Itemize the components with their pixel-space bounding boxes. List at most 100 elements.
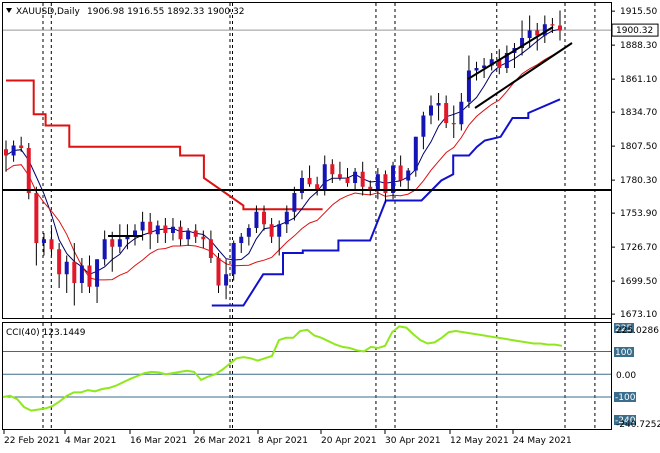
current-price-badge: 1900.32 [611, 23, 659, 37]
candle[interactable] [201, 230, 206, 249]
candle[interactable] [391, 161, 396, 200]
candle[interactable] [277, 220, 282, 256]
cci-upper-badge-text: 225 [615, 324, 632, 334]
candle[interactable] [421, 111, 426, 150]
cci-lower-badge-text: -240 [615, 416, 636, 426]
time-axis: 22 Feb 2021 4 Mar 2021 16 Mar 2021 26 Mar 2… [3, 430, 572, 446]
candle[interactable] [489, 53, 494, 71]
candle[interactable] [239, 233, 244, 253]
candle[interactable] [436, 93, 441, 121]
candle[interactable] [299, 170, 304, 200]
cci-label: CCI(40) 123.1449 [6, 328, 86, 338]
candle[interactable] [87, 255, 92, 294]
candle[interactable] [474, 61, 479, 81]
time-tick-label: 20 Apr 2021 [321, 436, 377, 446]
indicator-panel-frame [2, 322, 612, 430]
candle[interactable] [428, 95, 433, 125]
cci-line [2, 325, 563, 412]
candle[interactable] [322, 155, 327, 196]
candle[interactable] [345, 168, 350, 187]
candle[interactable] [406, 168, 411, 191]
candle[interactable] [140, 211, 145, 241]
price-tick-label: 1780.30 [620, 176, 657, 186]
price-tick-label: 1888.30 [620, 41, 657, 51]
symbol-timeframe-label: XAUUSD,Daily [16, 7, 80, 17]
candle[interactable] [444, 95, 449, 129]
candle[interactable] [49, 228, 54, 256]
candle[interactable] [520, 20, 525, 56]
candle[interactable] [527, 15, 532, 49]
candle[interactable] [95, 259, 100, 303]
candle[interactable] [550, 18, 555, 33]
candle[interactable] [466, 55, 471, 109]
time-tick-label: 12 May 2021 [450, 436, 509, 446]
dropdown-triangle-icon[interactable] [6, 8, 12, 13]
cci-range-bottom: -240.7252 [616, 420, 660, 430]
candle[interactable] [133, 224, 138, 246]
candle[interactable] [216, 253, 221, 293]
candle[interactable] [337, 161, 342, 181]
candle[interactable] [102, 230, 107, 266]
candle[interactable] [170, 218, 175, 241]
cci-lower-badge [614, 415, 636, 425]
candle[interactable] [254, 205, 259, 234]
price-tick-label: 1915.50 [620, 7, 657, 17]
cci-100-text: 100 [615, 348, 632, 358]
candle[interactable] [497, 49, 502, 75]
upper-band-line [6, 79, 323, 211]
candle[interactable] [451, 105, 456, 139]
cci-100-badge [614, 347, 634, 357]
ohlc-values: 1906.98 1916.55 1892.33 1900.32 [87, 7, 244, 17]
candle[interactable] [353, 168, 358, 190]
cci-series-line [2, 325, 563, 412]
candle[interactable] [398, 155, 403, 187]
candle[interactable] [542, 15, 547, 44]
candle[interactable] [64, 255, 69, 294]
candle[interactable] [208, 230, 213, 264]
candle[interactable] [284, 205, 289, 234]
candle[interactable] [231, 240, 236, 281]
candle[interactable] [330, 159, 335, 183]
candle[interactable] [269, 218, 274, 243]
candle[interactable] [193, 224, 198, 243]
candle[interactable] [19, 136, 24, 152]
candle[interactable] [178, 220, 183, 246]
candle[interactable] [4, 140, 8, 172]
candle[interactable] [186, 228, 191, 246]
candle[interactable] [383, 170, 388, 204]
candle[interactable] [558, 10, 562, 41]
candle[interactable] [413, 136, 418, 177]
candle[interactable] [79, 258, 84, 293]
time-tick-label: 4 Mar 2021 [65, 436, 116, 446]
candle[interactable] [34, 186, 39, 266]
candle[interactable] [224, 259, 229, 300]
candle[interactable] [155, 220, 160, 244]
candle[interactable] [72, 243, 77, 306]
candle[interactable] [504, 45, 509, 74]
candle[interactable] [262, 205, 267, 231]
trend-channel-lines[interactable] [467, 26, 573, 109]
candle[interactable] [163, 218, 168, 243]
candle[interactable] [292, 186, 297, 221]
lower-band-line [211, 98, 561, 307]
candle[interactable] [41, 233, 46, 256]
current-price-text: 1900.32 [616, 26, 653, 36]
time-tick-label: 26 Mar 2021 [194, 436, 251, 446]
time-tick-label: 22 Feb 2021 [4, 436, 60, 446]
candle[interactable] [315, 176, 320, 196]
candle[interactable] [368, 180, 373, 196]
candle[interactable] [375, 168, 380, 200]
candlesticks[interactable] [4, 10, 562, 306]
price-tick-label: 1807.50 [620, 142, 657, 152]
candle[interactable] [459, 93, 464, 131]
candle[interactable] [11, 140, 16, 162]
candle[interactable] [307, 165, 312, 187]
candle[interactable] [110, 231, 115, 272]
candle[interactable] [57, 243, 62, 288]
candle[interactable] [117, 224, 122, 253]
cci-range-top: 225.0286 [616, 326, 659, 336]
candle[interactable] [148, 213, 153, 250]
candle[interactable] [246, 224, 251, 246]
